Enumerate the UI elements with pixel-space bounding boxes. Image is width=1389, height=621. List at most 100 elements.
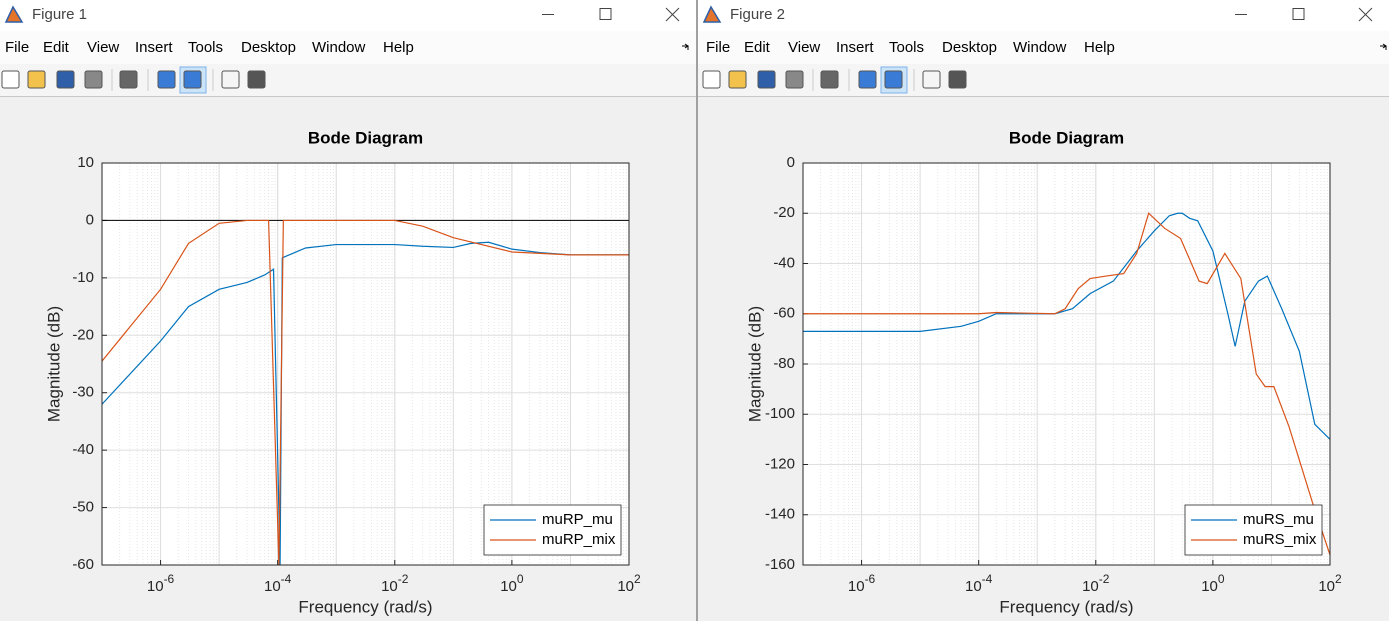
app-icon [702, 5, 722, 23]
toolbar-icon[interactable] [183, 70, 202, 89]
chart-title: Bode Diagram [308, 128, 423, 147]
chart-title: Bode Diagram [1009, 128, 1124, 147]
toolbar-icon[interactable] [820, 70, 839, 89]
toolbar-icon[interactable] [884, 70, 903, 89]
toolbar-icon[interactable] [757, 70, 776, 89]
legend-box [483, 504, 622, 556]
window-divider [696, 0, 698, 621]
legend-box [1184, 504, 1323, 556]
y-tick-label: -60 [72, 556, 94, 573]
y-tick-label: -40 [72, 441, 94, 458]
x-tick-label: 10-4 [965, 572, 993, 595]
x-tick-label: 10-2 [381, 572, 409, 595]
legend-label: muRS_mix [1243, 531, 1317, 548]
menu-item[interactable]: View [788, 39, 820, 56]
legend-label: muRP_mu [542, 511, 613, 528]
menu-item[interactable]: Window [312, 39, 366, 56]
x-tick-label: 102 [617, 572, 641, 595]
menu-item[interactable]: Window [1013, 39, 1067, 56]
y-tick-label: -20 [773, 204, 795, 221]
maximize-button[interactable] [599, 8, 612, 20]
menu-item[interactable]: Insert [135, 39, 173, 56]
menu-dock-arrow[interactable] [1380, 43, 1387, 50]
toolbar-icon[interactable] [702, 70, 721, 89]
series-line [102, 241, 629, 565]
y-axis-label: Magnitude (dB) [745, 306, 764, 422]
y-tick-label: 10 [77, 154, 94, 171]
menu-dock-arrow[interactable] [682, 43, 689, 50]
y-tick-label: -120 [765, 455, 795, 472]
y-tick-label: -80 [773, 355, 795, 372]
y-tick-label: -50 [72, 499, 94, 516]
window-title: Figure 2 [730, 6, 785, 23]
toolbar-icon[interactable] [221, 70, 240, 89]
menu-bar [0, 31, 696, 64]
close-button[interactable] [665, 7, 680, 22]
window-title: Figure 1 [32, 6, 87, 23]
y-tick-label: -30 [72, 384, 94, 401]
x-axis-label: Frequency (rad/s) [999, 597, 1133, 616]
toolbar-icon[interactable] [56, 70, 75, 89]
series-line [803, 212, 1330, 440]
toolbar-icon[interactable] [785, 70, 804, 89]
toolbar-icon[interactable] [247, 70, 266, 89]
toolbar-icon[interactable] [922, 70, 941, 89]
title-bar [0, 0, 696, 31]
toolbar-icon[interactable] [1, 70, 20, 89]
menu-item[interactable]: Tools [188, 39, 223, 56]
menu-item[interactable]: File [706, 39, 730, 56]
y-tick-label: -160 [765, 556, 795, 573]
y-tick-label: -10 [72, 269, 94, 286]
x-tick-label: 100 [1201, 572, 1225, 595]
close-button[interactable] [1358, 7, 1373, 22]
chart: -160 -140 -120 -100 -80 -60 -40 -20 0 10-6 10-4 10-… [745, 128, 1342, 616]
y-tick-label: -140 [765, 506, 795, 523]
menu-item[interactable]: View [87, 39, 119, 56]
y-tick-label: -20 [72, 326, 94, 343]
y-tick-label: 0 [86, 211, 94, 228]
menu-item[interactable]: Help [383, 39, 414, 56]
menu-item[interactable]: Desktop [942, 39, 997, 56]
x-tick-label: 10-2 [1082, 572, 1110, 595]
toolbar-icon[interactable] [157, 70, 176, 89]
menu-item[interactable]: Edit [43, 39, 70, 56]
menu-item[interactable]: Desktop [241, 39, 296, 56]
x-tick-label: 102 [1318, 572, 1342, 595]
y-tick-label: -40 [773, 254, 795, 271]
app-icon [4, 5, 24, 23]
toolbar-icon[interactable] [948, 70, 967, 89]
toolbar-icon[interactable] [84, 70, 103, 89]
legend-label: muRP_mix [542, 531, 616, 548]
toolbar-icon[interactable] [858, 70, 877, 89]
x-axis-label: Frequency (rad/s) [298, 597, 432, 616]
toolbar-icon[interactable] [119, 70, 138, 89]
y-tick-label: 0 [787, 154, 795, 171]
menu-item[interactable]: File [5, 39, 29, 56]
menu-item[interactable]: Tools [889, 39, 924, 56]
series-line [102, 219, 629, 565]
axes-box [802, 162, 1331, 566]
y-tick-label: -60 [773, 305, 795, 322]
axes-box [101, 162, 630, 566]
legend-label: muRS_mu [1243, 511, 1314, 528]
toolbar [0, 64, 696, 96]
chart: -60 -50 -40 -30 -20 -10 0 10 10-6 10-4 10-2 100 102 B… [44, 128, 641, 616]
toolbar-icon[interactable] [27, 70, 46, 89]
maximize-button[interactable] [1292, 8, 1305, 20]
menu-item[interactable]: Edit [744, 39, 771, 56]
x-tick-label: 100 [500, 572, 524, 595]
plot-area [102, 163, 629, 565]
y-tick-label: -100 [765, 405, 795, 422]
title-bar [698, 0, 1389, 31]
x-tick-label: 10-4 [264, 572, 292, 595]
series-line [803, 212, 1330, 556]
y-axis-label: Magnitude (dB) [44, 306, 63, 422]
x-tick-label: 10-6 [848, 572, 876, 595]
x-tick-label: 10-6 [147, 572, 175, 595]
toolbar-icon[interactable] [728, 70, 747, 89]
menu-item[interactable]: Insert [836, 39, 874, 56]
menu-item[interactable]: Help [1084, 39, 1115, 56]
